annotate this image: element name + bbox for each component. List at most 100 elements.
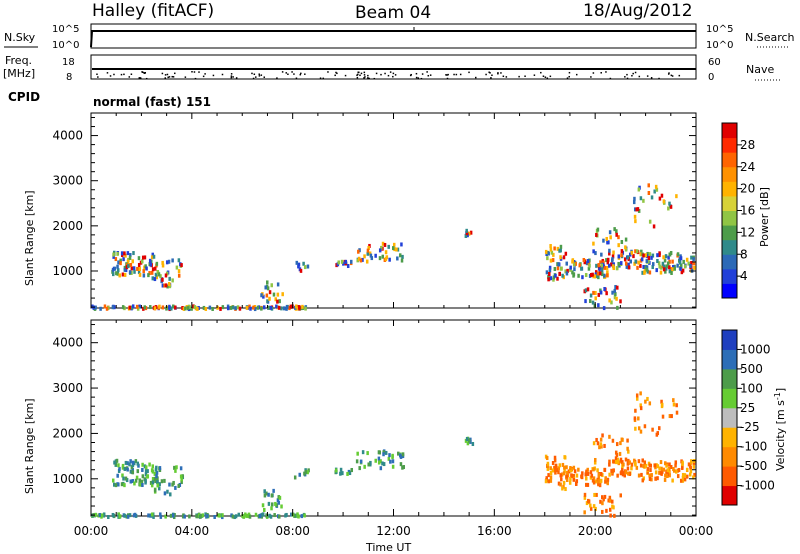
velocity-cell: [179, 474, 183, 479]
velocity-cell: [163, 478, 166, 483]
velocity-cell: [599, 442, 603, 447]
velocity-cell: [555, 468, 559, 473]
velocity-cell: [599, 437, 603, 442]
velocity-cell: [158, 486, 161, 491]
nave-dot: [322, 77, 325, 80]
velocity-cell: [667, 470, 671, 475]
velocity-cell: [658, 470, 661, 475]
power-cell: [660, 193, 664, 198]
nave-dot: [161, 72, 164, 75]
nave-dot: [128, 76, 131, 78]
velocity-cell: [123, 483, 126, 488]
velocity-cell: [627, 449, 630, 454]
velocity-cell: [267, 501, 271, 506]
velocity-colorbar-swatch: [722, 368, 737, 389]
power-cell: [559, 244, 563, 249]
velocity-cell: [138, 478, 142, 483]
power-cell: [683, 264, 687, 269]
power-cell: [114, 257, 118, 262]
velocity-colorbar-tick-label: 500: [740, 362, 763, 376]
power-cell: [126, 251, 130, 256]
velocity-cell: [597, 480, 600, 485]
velocity-cell: [654, 476, 657, 481]
power-cell: [586, 259, 590, 264]
power-colorbar-tick-label: 8: [740, 247, 748, 261]
power-cell: [370, 256, 374, 261]
freq-left-label-line2: [MHz]: [3, 67, 35, 80]
nave-dot: [363, 71, 366, 74]
power-cell: [642, 198, 645, 203]
velocity-cell: [158, 466, 162, 471]
velocity-cell: [677, 467, 681, 472]
power-cell: [142, 306, 145, 311]
velocity-cell: [367, 462, 370, 467]
velocity-cell: [155, 465, 158, 470]
velocity-cell: [681, 478, 685, 483]
power-cell: [103, 304, 107, 309]
power-cell: [632, 200, 636, 205]
velocity-cell: [379, 466, 383, 471]
velocity-cell: [601, 509, 604, 514]
power-cell: [584, 299, 587, 304]
velocity-cell: [595, 492, 598, 497]
velocity-cell: [150, 483, 154, 488]
power-cell: [154, 272, 158, 277]
nave-dot: [592, 72, 595, 74]
freq-left-tick-bottom: 8: [66, 72, 72, 83]
velocity-cell: [263, 493, 267, 498]
velocity-cell: [152, 514, 155, 519]
power-colorbar: 28 24 20 16 12 8 4: [721, 122, 755, 299]
power-cell: [668, 259, 671, 264]
velocity-cell: [156, 476, 159, 481]
power-cell: [650, 195, 654, 200]
power-cell: [155, 261, 159, 266]
power-cell: [117, 260, 120, 265]
power-cell: [141, 255, 145, 260]
power-cell: [608, 248, 611, 253]
nave-dot: [335, 71, 337, 74]
velocity-cell: [595, 437, 598, 442]
nave-dot: [276, 77, 278, 79]
power-cell: [669, 250, 673, 255]
power-cell: [600, 268, 604, 273]
power-cell: [125, 265, 129, 270]
power-cell: [609, 235, 612, 240]
power-cell: [393, 247, 396, 252]
velocity-cell: [614, 460, 618, 465]
velocity-cell: [661, 414, 665, 419]
power-cell: [151, 267, 155, 272]
power-cell: [636, 265, 639, 270]
velocity-cell: [590, 473, 594, 478]
power-cell: [629, 252, 632, 257]
velocity-cell: [141, 467, 144, 472]
velocity-cell: [466, 441, 470, 446]
velocity-cell: [363, 464, 366, 469]
velocity-cell: [683, 477, 687, 482]
power-cell: [583, 260, 587, 265]
power-cell: [675, 194, 678, 199]
nave-dot: [389, 71, 392, 73]
power-cell: [561, 273, 564, 278]
velocity-cell: [171, 482, 174, 487]
power-cell: [155, 275, 159, 280]
power-cell: [552, 252, 555, 257]
power-cell: [588, 263, 591, 268]
power-cell: [589, 273, 593, 278]
velocity-cell: [141, 483, 144, 488]
power-cell: [298, 305, 301, 310]
velocity-cell: [668, 414, 672, 419]
noise-right-tick-top: 10^5: [706, 24, 733, 35]
velocity-cell: [608, 472, 611, 477]
power-cell: [177, 258, 181, 263]
nave-dot: [634, 71, 637, 74]
nave-dot: [667, 73, 670, 75]
velocity-cell: [126, 461, 129, 466]
nave-dot: [415, 72, 418, 75]
y-tick-label: 4000: [52, 336, 83, 350]
velocity-cell: [278, 514, 281, 519]
velocity-cell: [664, 461, 667, 466]
power-cell: [605, 291, 608, 296]
velocity-cell: [549, 466, 552, 471]
power-cell: [177, 273, 181, 278]
